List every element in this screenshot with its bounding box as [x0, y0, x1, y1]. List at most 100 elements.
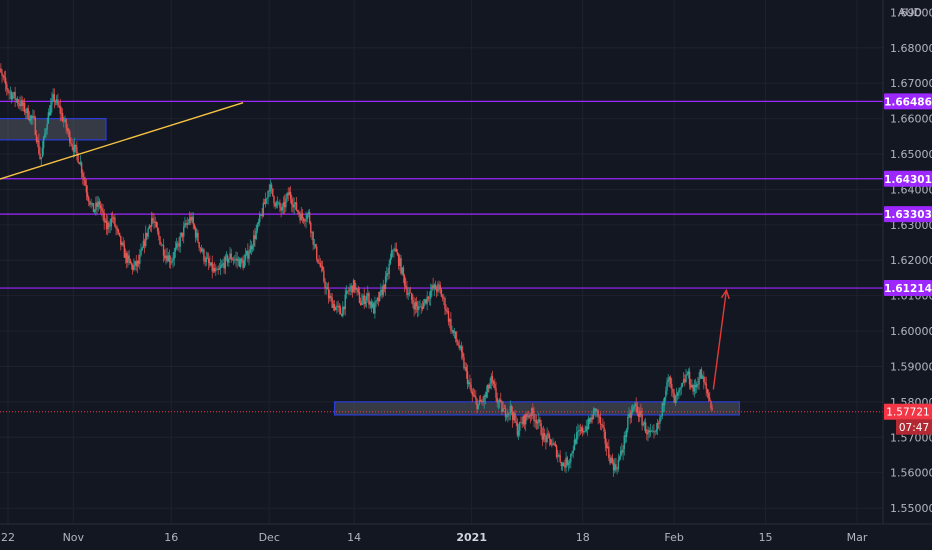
- candle-body: [471, 391, 473, 395]
- candle-body: [249, 245, 251, 254]
- candle-body: [431, 285, 433, 291]
- price-axis-panel[interactable]: [883, 0, 932, 550]
- candle-body: [346, 290, 349, 292]
- candle-body: [358, 292, 361, 303]
- candle-body: [156, 227, 159, 232]
- candle-body: [319, 263, 321, 267]
- candle-body: [64, 119, 66, 122]
- candle-body: [12, 95, 14, 100]
- candle-body: [416, 306, 419, 310]
- forecast-arrow[interactable]: [712, 290, 728, 390]
- candle-body: [276, 202, 279, 204]
- candle-body: [171, 261, 173, 263]
- candle-body: [597, 410, 599, 418]
- candle-body: [122, 242, 124, 246]
- trend-line[interactable]: [0, 102, 244, 181]
- candle-body: [219, 266, 222, 269]
- candle-body: [579, 430, 582, 432]
- candle-body: [378, 291, 381, 302]
- candle-body: [610, 457, 612, 464]
- candles-layer: [0, 63, 713, 477]
- candle-body: [115, 226, 117, 229]
- candle-body: [667, 379, 669, 382]
- candle-body: [536, 422, 539, 424]
- currency-label: AUD: [898, 6, 922, 19]
- candle-body: [114, 217, 116, 227]
- candle-body: [620, 450, 622, 457]
- candle-body: [268, 191, 270, 192]
- support-resistance-zone[interactable]: [0, 118, 107, 141]
- candle-body: [306, 214, 308, 220]
- time-axis[interactable]: 22 Nov 16 Dec 14 2021 18 Feb 15 Mar: [1, 531, 868, 544]
- candle-body: [304, 220, 306, 222]
- candle-body: [615, 464, 617, 470]
- candle-body: [641, 414, 643, 426]
- candle-body: [387, 273, 389, 275]
- candle-body: [484, 395, 487, 398]
- candle-body: [557, 455, 559, 457]
- candle-body: [665, 390, 667, 398]
- candle-body: [479, 399, 482, 402]
- candle-body: [528, 415, 530, 418]
- candle-body: [60, 113, 63, 114]
- candle-body: [395, 248, 397, 253]
- candle-body: [192, 216, 194, 225]
- candle-body: [663, 397, 666, 406]
- candle-body: [159, 236, 161, 245]
- candle-body: [660, 415, 662, 418]
- candle-body: [509, 405, 511, 413]
- candle-body: [61, 113, 64, 122]
- candle-body: [520, 421, 522, 423]
- candle-body: [489, 383, 491, 389]
- candle-body: [272, 188, 274, 196]
- candle-body: [500, 399, 502, 402]
- candle-body: [243, 259, 245, 268]
- candle-body: [118, 232, 121, 236]
- candle-body: [308, 211, 311, 223]
- candle-body: [441, 296, 444, 299]
- candle-body: [232, 260, 235, 261]
- candle-body: [553, 443, 555, 445]
- candle-body: [695, 384, 698, 388]
- candle-body: [244, 254, 247, 260]
- candle-body: [401, 267, 403, 274]
- support-resistance-zone[interactable]: [333, 401, 741, 416]
- candle-body: [66, 128, 69, 131]
- candle-body: [259, 214, 261, 222]
- candle-body: [226, 255, 229, 263]
- candle-body: [205, 257, 207, 263]
- candle-body: [39, 153, 41, 159]
- candle-body: [568, 461, 571, 464]
- candle-body: [7, 89, 9, 93]
- candle-body: [668, 377, 671, 380]
- x-tick-label: 16: [164, 531, 178, 544]
- candle-body: [116, 228, 118, 230]
- candle-body: [148, 225, 151, 229]
- candle-body: [287, 193, 289, 196]
- candle-body: [578, 430, 580, 432]
- candle-body: [376, 297, 378, 301]
- candle-body: [40, 157, 42, 159]
- candle-body: [501, 401, 503, 412]
- candle-body: [19, 103, 21, 107]
- y-tick-label: 1.66000: [890, 113, 932, 126]
- x-tick-label: 15: [759, 531, 773, 544]
- candle-body: [340, 314, 343, 317]
- candle-body: [580, 427, 583, 432]
- y-tick-label: 1.55000: [890, 502, 932, 515]
- candle-body: [478, 399, 481, 405]
- price-axis[interactable]: 1.550001.560001.570001.580001.590001.600…: [890, 6, 932, 515]
- candle-body: [97, 201, 99, 207]
- candle-body: [266, 198, 268, 199]
- candle-body: [245, 250, 248, 255]
- candle-body: [408, 292, 411, 294]
- candle-body: [443, 298, 445, 299]
- candle-body: [250, 245, 253, 250]
- candle-body: [194, 228, 197, 238]
- candle-body: [285, 198, 287, 208]
- candle-body: [23, 102, 26, 113]
- candle-body: [503, 408, 506, 409]
- candle-body: [552, 443, 554, 445]
